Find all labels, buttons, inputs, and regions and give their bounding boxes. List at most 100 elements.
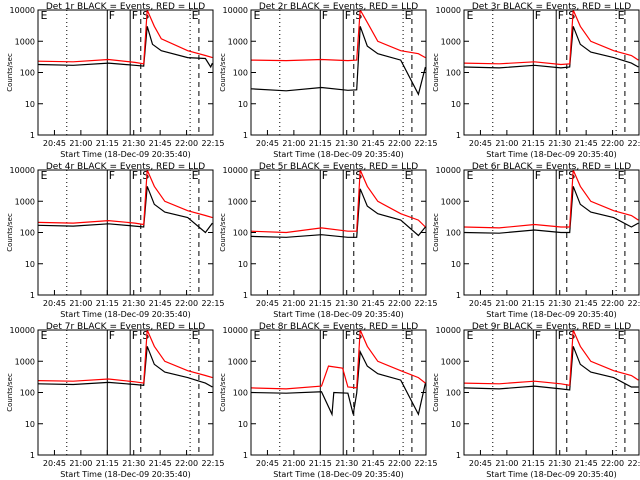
x-tick-label: 22:00 (388, 139, 411, 148)
x-axis-label: Start Time (18-Dec-09 20:35:40) (486, 470, 617, 479)
x-axis-label: Start Time (18-Dec-09 20:35:40) (273, 310, 404, 319)
marker-label-f: F (132, 329, 138, 342)
y-tick-label: 10 (25, 420, 35, 429)
x-tick-label: 21:15 (309, 459, 332, 468)
x-tick-label: 22:15 (414, 299, 437, 308)
marker-label-s: S (355, 169, 362, 182)
marker-label-s: S (142, 169, 149, 182)
marker-label-e: E (405, 329, 412, 342)
y-axis-label: Counts/sec (219, 53, 227, 92)
x-tick-label: 22:00 (601, 299, 624, 308)
y-tick-label: 1000 (15, 357, 35, 366)
x-tick-label: 22:00 (388, 299, 411, 308)
y-tick-label: 1 (30, 291, 35, 300)
y-tick-label: 10000 (10, 166, 35, 175)
x-tick-label: 20:45 (43, 459, 66, 468)
x-tick-label: 21:15 (522, 459, 545, 468)
series-events-line (464, 346, 639, 391)
y-axis-label: Counts/sec (6, 373, 14, 412)
marker-label-e: E (467, 169, 474, 182)
x-tick-label: 21:15 (309, 299, 332, 308)
series-lld-line (38, 330, 213, 384)
marker-label-f: F (322, 169, 328, 182)
marker-label-s: S (568, 169, 575, 182)
x-tick-label: 21:45 (575, 459, 598, 468)
chart-title: Det 8r BLACK = Events, RED = LLD (259, 322, 418, 332)
marker-label-s: S (355, 9, 362, 22)
x-tick-label: 21:30 (122, 299, 145, 308)
y-tick-label: 1000 (228, 197, 248, 206)
y-tick-label: 10000 (436, 166, 461, 175)
chart-title: Det 5r BLACK = Events, RED = LLD (259, 162, 418, 172)
y-axis-label: Counts/sec (6, 213, 14, 252)
x-tick-label: 21:45 (575, 299, 598, 308)
x-tick-label: 22:15 (414, 459, 437, 468)
y-tick-label: 1000 (15, 197, 35, 206)
series-lld-line (251, 10, 426, 62)
marker-label-s: S (142, 329, 149, 342)
plot-frame (463, 329, 640, 456)
y-tick-label: 100 (233, 389, 248, 398)
series-events-line (464, 186, 639, 234)
y-tick-label: 100 (233, 69, 248, 78)
y-tick-label: 10 (451, 260, 461, 269)
plot-frame (37, 329, 214, 456)
y-axis-label: Counts/sec (432, 213, 440, 252)
series-events-line (38, 186, 213, 234)
marker-label-e: E (467, 329, 474, 342)
plot-frame (37, 9, 214, 136)
x-tick-label: 21:30 (335, 459, 358, 468)
chart-title: Det 7r BLACK = Events, RED = LLD (46, 322, 205, 332)
y-tick-label: 100 (233, 229, 248, 238)
y-tick-label: 1000 (441, 197, 461, 206)
x-tick-label: 21:30 (335, 139, 358, 148)
y-tick-label: 10 (25, 260, 35, 269)
y-tick-label: 1000 (441, 37, 461, 46)
y-tick-label: 100 (20, 69, 35, 78)
x-axis-label: Start Time (18-Dec-09 20:35:40) (486, 150, 617, 159)
marker-label-f: F (558, 169, 564, 182)
x-tick-label: 21:00 (495, 299, 518, 308)
x-tick-label: 22:00 (388, 459, 411, 468)
y-tick-label: 10000 (223, 6, 248, 15)
series-events-line (251, 26, 426, 96)
y-tick-label: 1 (456, 291, 461, 300)
marker-label-e: E (254, 169, 261, 182)
marker-label-e: E (467, 9, 474, 22)
x-tick-label: 21:00 (495, 139, 518, 148)
x-tick-label: 21:45 (575, 139, 598, 148)
x-tick-label: 22:00 (175, 299, 198, 308)
plot-frame (250, 9, 427, 136)
plot-frame (463, 9, 640, 136)
marker-label-f: F (345, 329, 351, 342)
marker-label-f: F (132, 9, 138, 22)
y-tick-label: 10000 (436, 6, 461, 15)
y-tick-label: 10000 (223, 326, 248, 335)
x-tick-label: 20:45 (256, 139, 279, 148)
x-tick-label: 20:45 (43, 139, 66, 148)
x-tick-label: 22:15 (201, 139, 224, 148)
y-tick-label: 1 (456, 451, 461, 460)
marker-label-e: E (618, 329, 625, 342)
x-tick-label: 21:15 (522, 299, 545, 308)
marker-label-e: E (41, 9, 48, 22)
x-tick-label: 21:45 (362, 299, 385, 308)
x-tick-label: 21:00 (69, 459, 92, 468)
chart-title: Det 3r BLACK = Events, RED = LLD (472, 2, 631, 12)
x-tick-label: 22:15 (201, 459, 224, 468)
marker-label-f: F (345, 169, 351, 182)
x-tick-label: 21:00 (282, 459, 305, 468)
y-tick-label: 1 (243, 131, 248, 140)
marker-label-e: E (41, 169, 48, 182)
series-lld-line (464, 170, 639, 229)
series-lld-line (38, 10, 213, 65)
x-axis-label: Start Time (18-Dec-09 20:35:40) (486, 310, 617, 319)
series-lld-line (251, 330, 426, 390)
marker-label-e: E (41, 329, 48, 342)
x-tick-label: 22:15 (201, 299, 224, 308)
